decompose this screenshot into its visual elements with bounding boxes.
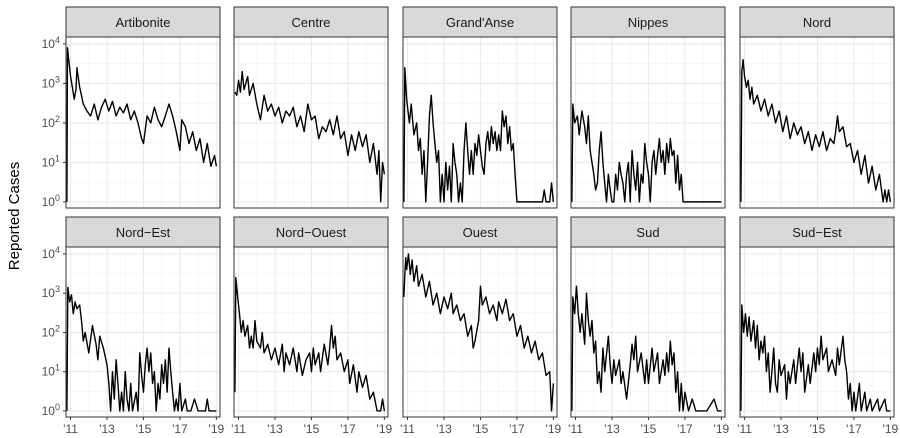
series-line [571,285,722,412]
facet-panel: Nippes [570,6,726,209]
panel-border [570,36,726,209]
facet-strip-label: Artibonite [116,15,171,30]
series-line [740,58,892,203]
facet-strip [739,216,895,248]
facet-strip [233,6,389,38]
facet-panel: Artibonite 100 101 102 103 104 [42,6,221,209]
facet-panel: Grand'Anse [402,6,558,209]
panel-border [233,36,389,209]
y-axis-label: Reported Cases [6,162,23,270]
panels-group: Artibonite 100 101 102 103 104 Centre Grand'Ans… [42,6,899,436]
y-tick-label: 101 [42,363,60,379]
x-tick-label: '17 [172,422,188,436]
x-tick-label: '15 [304,422,320,436]
y-tick-label: 104 [42,35,60,51]
y-tick-label: 101 [42,153,60,169]
facet-strip [402,6,558,38]
x-tick-label: '15 [810,422,826,436]
x-tick-label: '19 [377,422,393,436]
series-line [740,304,891,412]
x-tick-label: '17 [677,422,693,436]
facet-panel: Centre [233,6,389,209]
y-tick-label: 102 [42,114,60,130]
facet-strip [570,6,726,38]
x-tick-label: '19 [714,422,730,436]
x-tick-label: '11 [737,422,752,436]
y-tick-label: 103 [42,284,60,300]
x-tick-label: '13 [773,422,789,436]
facet-strip [65,216,221,248]
facet-strip-label: Centre [291,15,330,30]
facet-strip [402,216,558,248]
x-tick-label: '19 [883,422,899,436]
series-line [234,70,386,203]
y-tick-label: 102 [42,323,60,339]
facet-strip-label: Sud [636,225,659,240]
facet-strip-label: Nord−Est [116,225,171,240]
series-line [234,276,386,412]
facet-panel: Sud−Est '11 '13 '15 '17 '19 [737,216,899,436]
series-line [66,286,217,412]
facet-panel: Nord−Ouest '11 '13 '15 '17 '19 [231,216,393,436]
facet-strip-label: Sud−Est [792,225,842,240]
y-tick-label: 100 [42,402,60,418]
y-tick-label: 100 [42,193,60,209]
x-tick-label: '13 [267,422,283,436]
y-tick-label: 103 [42,74,60,90]
x-tick-label: '17 [509,422,525,436]
facet-strip [65,6,221,38]
y-tick-label: 104 [42,245,60,261]
x-tick-label: '17 [846,422,862,436]
x-tick-label: '11 [400,422,415,436]
facet-strip [233,216,389,248]
series-line [66,47,218,202]
x-tick-label: '17 [340,422,356,436]
series-line [403,67,555,203]
series-line [403,253,555,412]
x-tick-label: '15 [641,422,657,436]
facet-panel: Sud '11 '13 '15 '17 '19 [568,216,730,436]
x-tick-label: '11 [63,422,78,436]
x-tick-label: '13 [99,422,115,436]
facet-strip-label: Nord−Ouest [276,225,347,240]
panel-border [739,36,895,209]
facet-strip-label: Grand'Anse [446,15,514,30]
facet-panel: Nord−Est 100 101 102 103 104 '11 '13 '15 '17 '19 [42,216,225,436]
x-tick-label: '15 [473,422,489,436]
panel-border [402,36,558,209]
x-tick-label: '19 [546,422,562,436]
facet-strip-label: Nippes [628,15,669,30]
facet-panel: Nord [739,6,895,209]
facet-strip [739,6,895,38]
x-tick-label: '13 [436,422,452,436]
facet-strip-label: Nord [803,15,831,30]
series-line [571,103,722,203]
facet-strip-label: Ouest [463,225,498,240]
x-tick-label: '11 [568,422,583,436]
facet-panel: Ouest '11 '13 '15 '17 '19 [400,216,562,436]
x-tick-label: '15 [136,422,152,436]
x-tick-label: '19 [209,422,225,436]
x-tick-label: '11 [231,422,246,436]
x-tick-label: '13 [604,422,620,436]
